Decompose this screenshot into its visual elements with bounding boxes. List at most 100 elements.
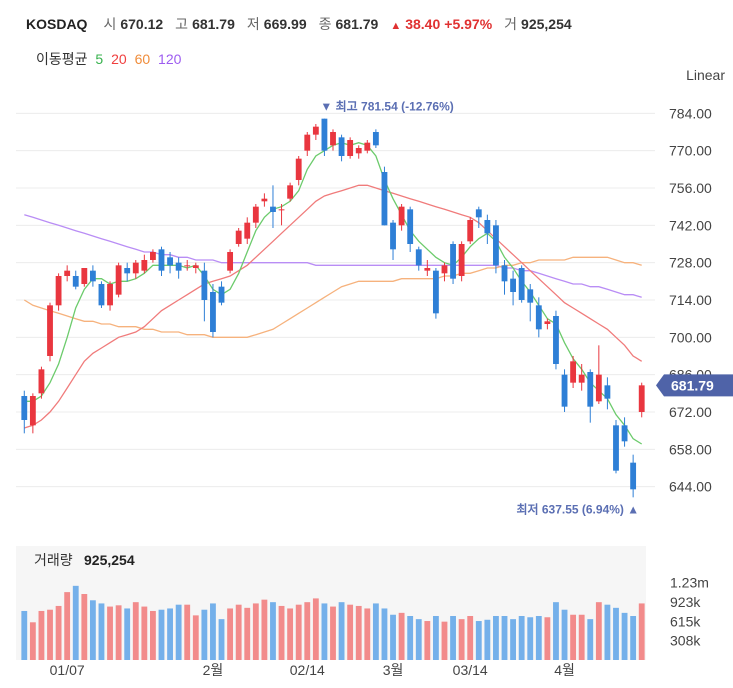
open-label: 시 <box>103 16 117 32</box>
candle-body <box>372 132 379 146</box>
volume-bar <box>72 585 79 660</box>
symbol-name: KOSDAQ <box>26 16 88 32</box>
volume-bar <box>38 610 45 660</box>
volume-bar <box>338 602 345 660</box>
volume-bar <box>278 605 285 660</box>
volume-bar <box>227 608 234 660</box>
volume-bar <box>372 603 379 660</box>
candle-body <box>570 361 577 383</box>
candle-body <box>561 374 568 407</box>
quote-bar: KOSDAQ 시 670.12 고 681.79 저 669.99 종 681.… <box>26 14 580 34</box>
last-price-value: 681.79 <box>671 377 714 393</box>
ma-legend-60[interactable]: 60 <box>134 51 151 67</box>
volume-bar <box>544 617 551 660</box>
candle-body <box>252 206 259 223</box>
volume-bar <box>261 599 268 660</box>
candle-body <box>89 270 96 282</box>
volume-bar <box>132 602 139 660</box>
candle-body <box>124 268 131 274</box>
candle-body <box>501 265 508 282</box>
candle-body <box>218 286 225 303</box>
ma-legend-20[interactable]: 20 <box>111 51 127 67</box>
price-annotations: ▼ 최고 781.54 (-12.76%) 최저 637.55 (6.94%) … <box>320 99 639 517</box>
volume-bar <box>355 605 362 660</box>
moving-average-legend[interactable]: 이동평균 5 20 60 120 <box>36 49 185 69</box>
ma-legend-title: 이동평균 <box>36 51 88 67</box>
volume-bar <box>107 606 113 660</box>
candle-body <box>390 222 396 250</box>
max-price-annotation: ▼ 최고 781.54 (-12.76%) <box>320 99 453 114</box>
candle-body <box>381 172 388 226</box>
volume-bar <box>270 602 276 660</box>
volume-bar <box>29 622 36 660</box>
volume-bar <box>312 598 319 660</box>
candle-body <box>355 148 362 154</box>
candle-body <box>184 265 191 267</box>
volume-bar <box>321 603 328 660</box>
volume-value: 925,254 <box>521 16 572 32</box>
volume-bar <box>158 609 165 660</box>
volume-bar <box>184 604 191 660</box>
date-tick-label: 2월 <box>203 662 224 678</box>
volume-bar <box>561 609 568 660</box>
volume-bar <box>570 614 577 660</box>
last-price-tag-shape <box>656 374 733 397</box>
candle-body <box>398 206 405 226</box>
volume-bar <box>424 621 431 660</box>
volume-bar <box>578 614 585 660</box>
candle-body <box>167 257 173 266</box>
volume-bar <box>124 608 131 660</box>
candle-body <box>132 262 139 274</box>
volume-bar <box>81 594 88 660</box>
candle-body <box>432 270 439 314</box>
candle-body <box>321 118 328 151</box>
scale-mode-toggle[interactable]: Linear <box>686 67 725 83</box>
candle-body <box>638 385 645 412</box>
ma-legend-5[interactable]: 5 <box>95 51 104 67</box>
candle-body <box>458 244 465 276</box>
volume-axis: 308k 615k 923k 1.23m <box>670 575 709 649</box>
candle-body <box>210 292 216 332</box>
volume-bar <box>192 615 199 660</box>
volume-bar <box>175 604 182 660</box>
high-value: 681.79 <box>192 16 235 32</box>
price-axis: 644.00658.00672.00686.00700.00714.00728.… <box>669 105 712 494</box>
candlesticks <box>21 118 645 498</box>
candle-body <box>527 289 534 303</box>
candle-body <box>510 278 516 292</box>
volume-bar <box>304 602 311 660</box>
volume-bar <box>621 612 628 660</box>
candle-body <box>364 142 371 151</box>
volume-bar <box>381 608 388 660</box>
candle-body <box>441 265 448 274</box>
ma20-line <box>24 184 643 429</box>
candle-body <box>158 249 165 271</box>
candle-body <box>141 260 148 271</box>
volume-bar <box>441 621 448 660</box>
ma-legend-120[interactable]: 120 <box>158 51 182 67</box>
volume-bar <box>527 617 534 660</box>
candle-body <box>38 369 45 394</box>
candle-body <box>621 425 628 442</box>
volume-bar <box>252 603 259 660</box>
candle-body <box>55 276 62 306</box>
candle-body <box>330 132 336 146</box>
last-price-tag: 681.79 <box>656 374 733 397</box>
candle-body <box>72 276 79 287</box>
candle-body <box>270 206 276 212</box>
volume-tick-label: 615k <box>670 613 701 629</box>
candle-body <box>338 137 345 156</box>
candle-body <box>150 252 156 260</box>
volume-bar <box>553 602 559 660</box>
volume-bar <box>364 608 371 660</box>
candle-body <box>415 249 422 266</box>
candle-body <box>467 220 474 242</box>
candle-body <box>544 321 551 324</box>
volume-bar <box>467 616 474 660</box>
candle-body <box>107 284 113 306</box>
volume-tick-label: 1.23m <box>670 575 709 591</box>
volume-bar <box>347 604 354 660</box>
volume-bar <box>450 616 456 660</box>
price-tick-label: 742.00 <box>669 217 712 233</box>
